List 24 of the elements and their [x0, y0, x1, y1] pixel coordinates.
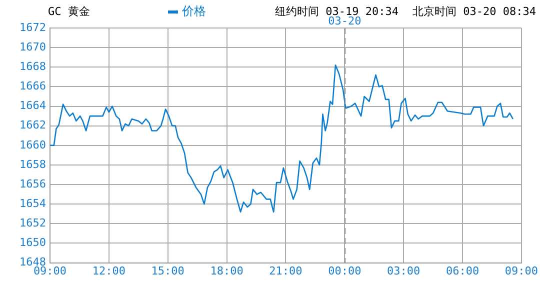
x-tick-label: 15:00 — [151, 264, 184, 278]
y-tick-label: 1660 — [20, 138, 46, 152]
x-tick-label: 18:00 — [210, 264, 244, 278]
text: 北京时间 03-20 08:34 — [412, 4, 536, 19]
y-tick-label: 1664 — [20, 99, 46, 112]
y-tick-label: 1650 — [20, 236, 46, 250]
y-tick-label: 1654 — [20, 196, 46, 210]
x-tick-label: 00:00 — [328, 264, 362, 278]
x-tick-label: 03:00 — [387, 264, 420, 278]
y-tick-label: 1666 — [20, 80, 46, 93]
x-tick-label: 06:00 — [446, 264, 480, 278]
legend-label: 价格 — [181, 4, 206, 18]
y-tick-label: 1672 — [20, 20, 46, 34]
y-tick-label: 1662 — [20, 118, 46, 132]
y-tick-label: 1656 — [20, 177, 46, 190]
y-tick-label: 1658 — [20, 158, 46, 171]
y-tick-label: 1652 — [20, 216, 46, 230]
x-tick-label: 12:00 — [92, 264, 126, 278]
y-tick-label: 1668 — [20, 60, 46, 73]
y-tick-label: 1670 — [20, 40, 46, 54]
ref-line-label: 03-20 — [328, 14, 362, 28]
chart-title: GC 黄金 — [48, 4, 90, 19]
x-tick-label: 09:00 — [504, 264, 538, 278]
x-tick-label: 21:00 — [269, 264, 302, 278]
